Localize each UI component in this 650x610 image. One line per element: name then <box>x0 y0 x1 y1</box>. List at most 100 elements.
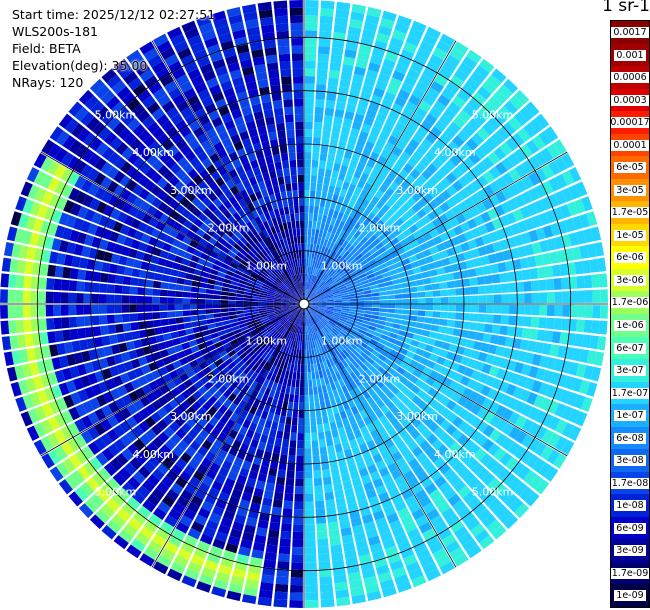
range-gate-cell <box>144 304 153 312</box>
range-gate-cell <box>29 232 40 247</box>
range-gate-cell <box>185 191 197 202</box>
range-gate-cell <box>351 276 360 283</box>
range-gate-cell <box>188 458 200 470</box>
range-gate-cell <box>287 314 294 321</box>
range-gate-cell <box>229 374 238 383</box>
range-gate-cell <box>390 406 401 416</box>
range-gate-cell <box>246 264 255 271</box>
range-gate-cell <box>281 83 293 93</box>
range-gate-cell <box>544 466 559 482</box>
range-gate-cell <box>357 344 366 352</box>
range-gate-cell <box>175 119 188 132</box>
range-gate-cell <box>269 234 276 243</box>
range-gate-cell <box>294 394 299 403</box>
range-gate-cell <box>417 342 427 350</box>
range-gate-cell <box>357 205 366 215</box>
range-gate-cell <box>425 568 441 582</box>
range-gate-cell <box>255 480 266 490</box>
range-gate-cell <box>253 344 261 353</box>
range-gate-cell <box>101 482 116 497</box>
range-gate-cell <box>328 350 335 359</box>
range-gate-cell <box>356 294 365 299</box>
range-gate-cell <box>331 170 339 180</box>
range-gate-cell <box>375 517 388 528</box>
range-gate-cell <box>447 140 460 153</box>
range-gate-cell <box>286 288 293 295</box>
range-gate-cell <box>542 225 554 239</box>
range-gate-cell <box>175 204 186 215</box>
range-gate-cell <box>53 164 67 179</box>
range-gate-cell <box>217 166 228 177</box>
ray-sectors <box>0 0 608 608</box>
range-gate-cell <box>54 369 66 383</box>
range-gate-cell <box>40 436 54 452</box>
range-gate-cell <box>449 519 464 533</box>
range-gate-cell <box>344 322 353 328</box>
range-gate-cell <box>309 317 314 326</box>
range-gate-cell <box>364 307 373 311</box>
range-gate-cell <box>247 396 256 406</box>
range-gate-cell <box>119 175 132 188</box>
range-gate-cell <box>253 110 264 121</box>
range-gate-cell <box>439 561 455 575</box>
range-gate-cell <box>314 287 321 294</box>
range-gate-cell <box>424 317 433 324</box>
range-gate-cell <box>328 414 336 423</box>
range-gate-cell <box>467 476 481 490</box>
range-gate-cell <box>411 202 422 213</box>
range-gate-cell <box>261 330 269 338</box>
range-gate-cell <box>73 352 84 365</box>
range-gate-cell <box>184 132 196 144</box>
range-gate-cell <box>63 394 75 409</box>
range-gate-cell <box>115 452 129 467</box>
range-gate-cell <box>304 228 308 236</box>
range-gate-cell <box>297 258 300 267</box>
range-gate-cell <box>246 387 255 396</box>
range-gate-cell <box>152 296 160 304</box>
range-gate-cell <box>310 417 317 426</box>
range-gate-cell <box>246 120 257 131</box>
range-gate-cell <box>408 138 420 150</box>
range-gate-cell <box>414 489 428 501</box>
range-gate-cell <box>116 211 128 223</box>
range-gate-cell <box>241 3 257 14</box>
range-gate-cell <box>261 351 269 360</box>
range-gate-cell <box>184 534 198 547</box>
range-gate-cell <box>369 246 378 255</box>
range-gate-cell <box>224 435 235 446</box>
range-gate-cell <box>58 355 69 368</box>
colorbar-cell: 0.00017 <box>611 111 649 135</box>
range-gate-cell <box>18 379 29 395</box>
range-gate-cell <box>315 289 323 296</box>
range-gate-cell <box>312 284 318 292</box>
range-gate-cell <box>116 363 127 375</box>
range-gate-cell <box>323 115 333 124</box>
range-gate-cell <box>81 445 95 460</box>
range-gate-cell <box>315 508 326 517</box>
range-gate-cell <box>246 282 255 288</box>
range-gate-cell <box>328 146 337 156</box>
range-gate-cell <box>539 292 548 304</box>
range-gate-cell <box>247 349 256 358</box>
range-gate-cell <box>501 304 510 314</box>
range-gate-cell <box>546 238 557 251</box>
range-gate-cell <box>53 317 63 330</box>
range-gate-cell <box>142 252 153 263</box>
range-gate-cell <box>353 531 367 542</box>
range-gate-cell <box>300 334 303 342</box>
ray <box>304 304 550 495</box>
range-gate-cell <box>366 396 376 406</box>
range-gate-cell <box>328 241 335 250</box>
range-gate-cell <box>583 365 594 380</box>
range-gate-cell <box>242 355 251 363</box>
range-gate-cell <box>252 398 261 408</box>
range-gate-cell <box>168 421 180 433</box>
range-gate-cell <box>345 142 356 153</box>
range-gate-cell <box>68 187 81 202</box>
range-gate-cell <box>299 289 302 297</box>
range-gate-cell <box>581 396 593 412</box>
range-gate-cell <box>194 331 203 339</box>
range-gate-cell <box>279 145 288 154</box>
range-gate-cell <box>390 237 400 246</box>
range-gate-cell <box>373 331 382 338</box>
